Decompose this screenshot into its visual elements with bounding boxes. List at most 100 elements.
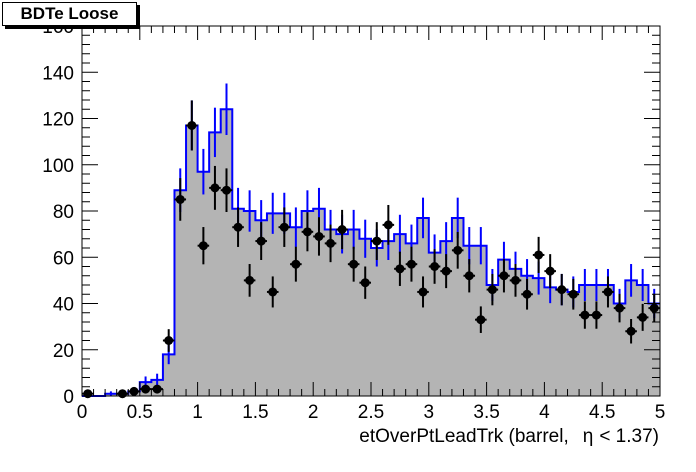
- x-tick-label: 2.5: [358, 402, 384, 423]
- data-point-marker: [360, 278, 370, 288]
- data-point: [521, 278, 533, 310]
- data-point-marker: [326, 238, 336, 248]
- data-point-marker: [164, 336, 174, 345]
- y-tick-label: 120: [42, 110, 74, 131]
- y-tick-label: 100: [42, 156, 74, 177]
- histogram-outline: [82, 108, 660, 397]
- data-point-marker: [268, 287, 278, 297]
- data-point: [151, 384, 163, 394]
- data-point: [162, 329, 175, 352]
- data-point: [602, 276, 614, 308]
- data-point: [255, 222, 267, 260]
- data-point-marker: [383, 220, 393, 230]
- data-point: [301, 212, 314, 252]
- data-point-marker: [580, 310, 590, 320]
- x-tick-label: 3: [424, 402, 435, 423]
- data-point-marker: [615, 303, 625, 313]
- data-point: [266, 276, 279, 308]
- data-point: [278, 207, 291, 247]
- data-point-marker: [522, 289, 532, 299]
- data-point-marker: [233, 222, 243, 232]
- data-point: [463, 259, 476, 293]
- data-point-marker: [302, 227, 312, 237]
- y-tick-label: 140: [42, 63, 74, 84]
- data-point: [232, 207, 244, 247]
- y-tick-label: 80: [53, 202, 74, 223]
- data-point: [209, 165, 221, 210]
- x-tick-label: 4: [539, 402, 550, 423]
- data-point-marker: [337, 225, 347, 234]
- x-tick-label: 5: [655, 402, 666, 423]
- data-point-marker: [210, 183, 220, 193]
- data-point-marker: [441, 266, 451, 276]
- data-point-marker: [314, 231, 324, 241]
- data-point-marker: [129, 386, 139, 396]
- data-point-marker: [511, 275, 520, 285]
- y-tick-label: 40: [53, 295, 74, 316]
- x-axis-title: etOverPtLeadTrk (barrel, η < 1.37): [359, 426, 659, 447]
- x-tick-label: 2: [308, 402, 319, 423]
- data-point-marker: [487, 285, 497, 295]
- data-point: [636, 303, 649, 331]
- data-point: [451, 231, 464, 269]
- data-point-marker: [372, 236, 382, 246]
- data-point-marker: [649, 303, 659, 313]
- data-point-marker: [545, 266, 555, 276]
- data-point: [220, 168, 233, 213]
- data-point: [428, 249, 441, 284]
- data-point-marker: [591, 310, 601, 320]
- data-point: [440, 254, 452, 289]
- data-point: [186, 100, 198, 151]
- data-point-marker: [464, 271, 474, 281]
- data-point: [382, 204, 395, 245]
- data-point: [139, 384, 152, 394]
- data-point: [417, 276, 429, 308]
- data-point-marker: [453, 245, 463, 255]
- data-point-marker: [349, 259, 359, 269]
- plot-title: BDTe Loose: [2, 2, 137, 26]
- data-point-marker: [430, 262, 440, 271]
- data-point: [648, 293, 660, 323]
- data-point: [313, 217, 325, 256]
- data-point-marker: [152, 384, 162, 394]
- data-point: [579, 301, 591, 329]
- data-point-marker: [175, 194, 185, 204]
- data-point-marker: [245, 275, 255, 285]
- data-point: [475, 306, 487, 333]
- data-point-marker: [638, 312, 648, 322]
- data-point: [555, 273, 568, 306]
- data-point: [243, 264, 256, 297]
- data-point: [394, 251, 406, 286]
- y-tick-label: 20: [53, 341, 74, 362]
- x-tick-label: 4.5: [589, 402, 615, 423]
- data-point: [567, 278, 580, 310]
- data-point: [625, 319, 637, 344]
- data-point-marker: [418, 287, 428, 297]
- data-point-marker: [187, 120, 197, 130]
- y-tick-label: 0: [63, 387, 74, 408]
- x-tick-label: 1.5: [242, 402, 268, 423]
- data-point: [128, 386, 140, 396]
- data-point: [336, 209, 348, 250]
- x-axis: 0 0.5 1 1.5 2 2.5 3 3.5 4 4.5 5: [77, 26, 666, 423]
- data-point-marker: [603, 287, 613, 297]
- x-tick-label: 3.5: [473, 402, 499, 423]
- data-point-marker: [499, 271, 509, 281]
- y-tick-label: 60: [53, 248, 74, 269]
- data-point-marker: [476, 315, 486, 325]
- data-point-marker: [395, 264, 405, 274]
- data-point-marker: [141, 384, 151, 394]
- data-point: [347, 246, 360, 282]
- data-point: [544, 254, 556, 289]
- data-points-layer: [82, 100, 660, 399]
- data-point-marker: [198, 241, 208, 251]
- data-point: [359, 266, 371, 299]
- data-point-marker: [117, 389, 127, 399]
- data-point: [197, 227, 210, 265]
- data-point-marker: [256, 236, 266, 246]
- data-point-marker: [568, 289, 578, 299]
- data-point: [486, 273, 499, 306]
- x-tick-label: 0: [77, 402, 88, 423]
